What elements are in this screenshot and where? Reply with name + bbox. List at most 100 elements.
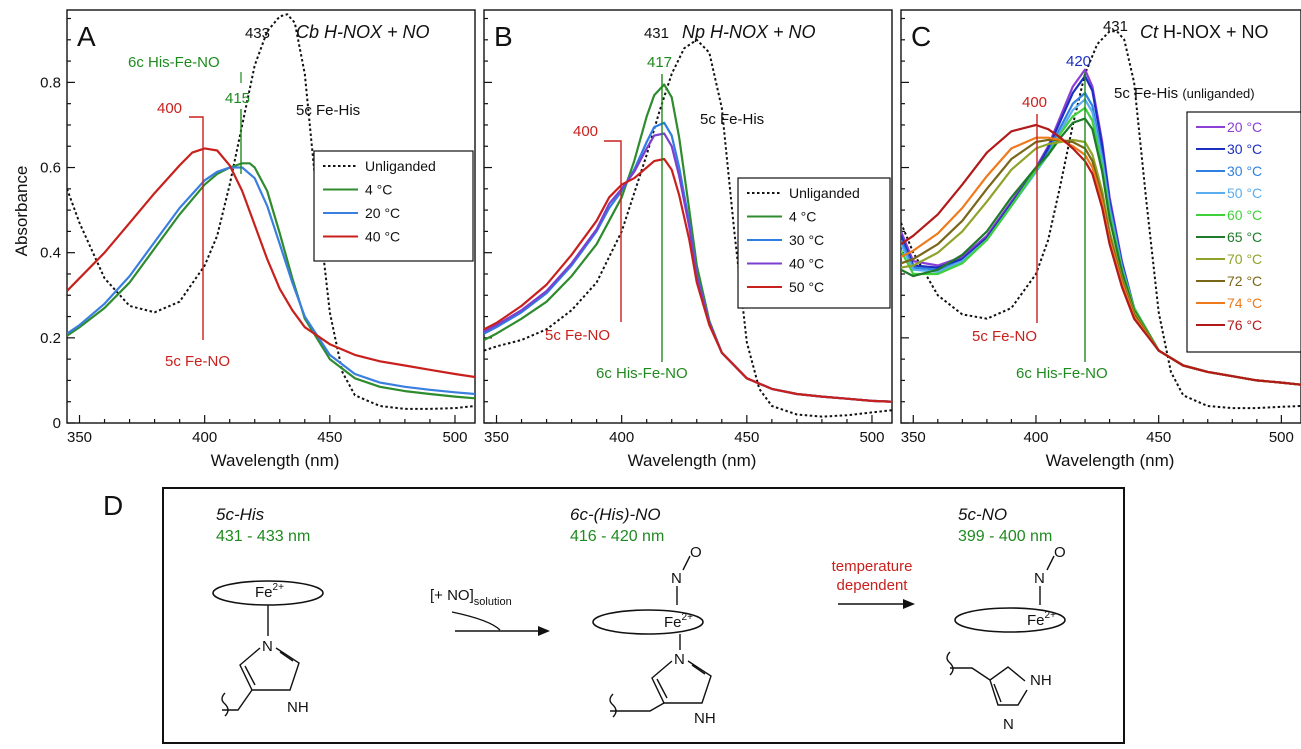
legend-label: Unliganded <box>789 185 860 201</box>
fe-label-3: Fe2+ <box>1027 610 1056 629</box>
x-tick-label: 450 <box>734 429 759 446</box>
peak-marker-400 <box>189 116 204 340</box>
imidazole-n-2: N <box>674 651 685 668</box>
state-3-name: 5c-NO <box>958 505 1007 524</box>
spectra-panels: 350 400 450 500 0 0.2 0.4 0.6 0.8 A Cb H-NOX + NO 4… <box>40 9 1301 446</box>
y-tick-label: 0 <box>53 415 61 432</box>
legend-label: 50 °C <box>789 279 824 295</box>
y-axis-title: Absorbance <box>12 166 31 257</box>
fe-label-2: Fe2+ <box>664 612 693 631</box>
legend-label: 50 °C <box>1227 185 1262 201</box>
nitrosyl-n-3: N <box>1034 570 1045 587</box>
arrow1-curve <box>451 611 501 631</box>
peak-label-431: 431 <box>1103 18 1128 35</box>
x-axis-title-a: Wavelength (nm) <box>211 451 340 470</box>
x-tick-label: 500 <box>442 429 467 446</box>
imidazole-n-3: N <box>1003 716 1014 733</box>
x-tick-label: 400 <box>1023 429 1048 446</box>
panel-title-c: Ct H-NOX + NO <box>1140 22 1269 42</box>
legend-label: 30 °C <box>789 232 824 248</box>
series-line-3 <box>67 147 475 379</box>
legend-box <box>313 150 474 262</box>
peak-label-400: 400 <box>157 100 182 117</box>
series-line-unliganded <box>67 13 475 410</box>
plot-frame <box>66 9 476 424</box>
legend-label: 60 °C <box>1227 207 1262 223</box>
x-tick-label: 350 <box>901 429 926 446</box>
spectrum-panel-a: 350 400 450 500 0 0.2 0.4 0.6 0.8 A Cb H-NOX + NO 4… <box>40 9 476 446</box>
nitrosyl-o-2: O <box>690 544 702 561</box>
series-line-unliganded <box>484 38 892 418</box>
state-3-wavelength: 399 - 400 nm <box>958 528 1052 545</box>
imidazole-nh-3: NH <box>1030 672 1052 689</box>
x-tick-label: 500 <box>1269 429 1294 446</box>
scheme-panel: D 5c-His 431 - 433 nm Fe2+ N NH [+ NO]so… <box>103 487 1125 744</box>
imidazole-nh-2: NH <box>694 710 716 727</box>
legend-box <box>1186 111 1301 353</box>
series-line-10 <box>901 123 1301 386</box>
heme-5c-his: Fe2+ N NH <box>212 580 324 717</box>
state-1-wavelength: 431 - 433 nm <box>216 528 310 545</box>
plot-frame <box>483 9 893 424</box>
legend: 20 °C 30 °C 30 °C 50 °C 60 °C 65 °C 70 °C 72 °C… <box>1186 111 1301 353</box>
arrow2-label-line2: dependent <box>837 577 909 594</box>
scheme-frame <box>162 487 1125 744</box>
imidazole-nh-1: NH <box>287 699 309 716</box>
state-1-name: 5c-His <box>216 505 265 524</box>
spectrum-panel-c: 350 400 450 500 C Ct H-NOX + NO 431 420 400 5c Fe… <box>900 9 1301 446</box>
legend-label: 72 °C <box>1227 273 1262 289</box>
label-5c-fe-his: 5c Fe-His <box>700 111 764 128</box>
x-tick-label: 450 <box>317 429 342 446</box>
y-tick-label: 0.6 <box>40 160 61 177</box>
series-group <box>484 38 892 418</box>
legend-label: 4 °C <box>365 182 392 198</box>
legend: Unliganded 4 °C 30 °C 40 °C 50 °C <box>737 177 891 309</box>
arrow2-head <box>903 599 915 609</box>
label-5c-fe-his: 5c Fe-His <box>296 102 360 119</box>
panel-letter-c: C <box>911 21 931 52</box>
nitrosyl-o-3: O <box>1054 544 1066 561</box>
y-tick-label: 0.8 <box>40 74 61 91</box>
legend-label: Unliganded <box>365 158 436 174</box>
legend-label: 20 °C <box>365 205 400 221</box>
legend-label: 30 °C <box>1227 163 1262 179</box>
heme-6c-his-no: O N Fe2+ N NH <box>592 544 716 727</box>
series-group <box>901 30 1301 410</box>
spectrum-panel-b: 350 400 450 500 B Np H-NOX + NO 431 417 400 5c Fe… <box>483 9 893 446</box>
state-2-name: 6c-(His)-NO <box>570 505 661 524</box>
label-6c-his-fe-no: 6c His-Fe-NO <box>596 365 688 382</box>
peak-label-415: 415 <box>225 90 250 107</box>
x-tick-label: 450 <box>1146 429 1171 446</box>
arrow1-label: [+ NO]solution <box>430 587 512 608</box>
nitrosyl-n-2: N <box>671 570 682 587</box>
legend-label: 76 °C <box>1227 317 1262 333</box>
plot-frame <box>900 9 1301 424</box>
peak-label-400: 400 <box>573 123 598 140</box>
label-6c-his-fe-no: 6c His-Fe-NO <box>128 54 220 71</box>
series-line-1 <box>67 162 475 400</box>
heme-5c-no: O N Fe2+ NH N <box>946 544 1066 733</box>
x-tick-label: 400 <box>609 429 634 446</box>
x-tick-label: 350 <box>484 429 509 446</box>
legend-label: 74 °C <box>1227 295 1262 311</box>
y-tick-label: 0.2 <box>40 330 61 347</box>
series-line-2 <box>67 166 475 396</box>
fe-label-1: Fe2+ <box>255 582 284 601</box>
label-5c-fe-no: 5c Fe-NO <box>545 327 610 344</box>
peak-label-431: 431 <box>644 25 669 42</box>
legend-label: 65 °C <box>1227 229 1262 245</box>
peak-label-417: 417 <box>647 54 672 71</box>
x-axis-title-c: Wavelength (nm) <box>1046 451 1175 470</box>
peak-label-420: 420 <box>1066 53 1091 70</box>
panel-letter-b: B <box>494 21 513 52</box>
panel-letter-a: A <box>77 21 96 52</box>
label-5c-fe-no: 5c Fe-NO <box>972 328 1037 345</box>
x-tick-label: 350 <box>67 429 92 446</box>
legend-label: 30 °C <box>1227 141 1262 157</box>
legend-label: 70 °C <box>1227 251 1262 267</box>
x-axis-title-b: Wavelength (nm) <box>628 451 757 470</box>
series-line-4 <box>484 157 892 403</box>
arrow1-head <box>538 626 550 636</box>
state-2-wavelength: 416 - 420 nm <box>570 528 664 545</box>
